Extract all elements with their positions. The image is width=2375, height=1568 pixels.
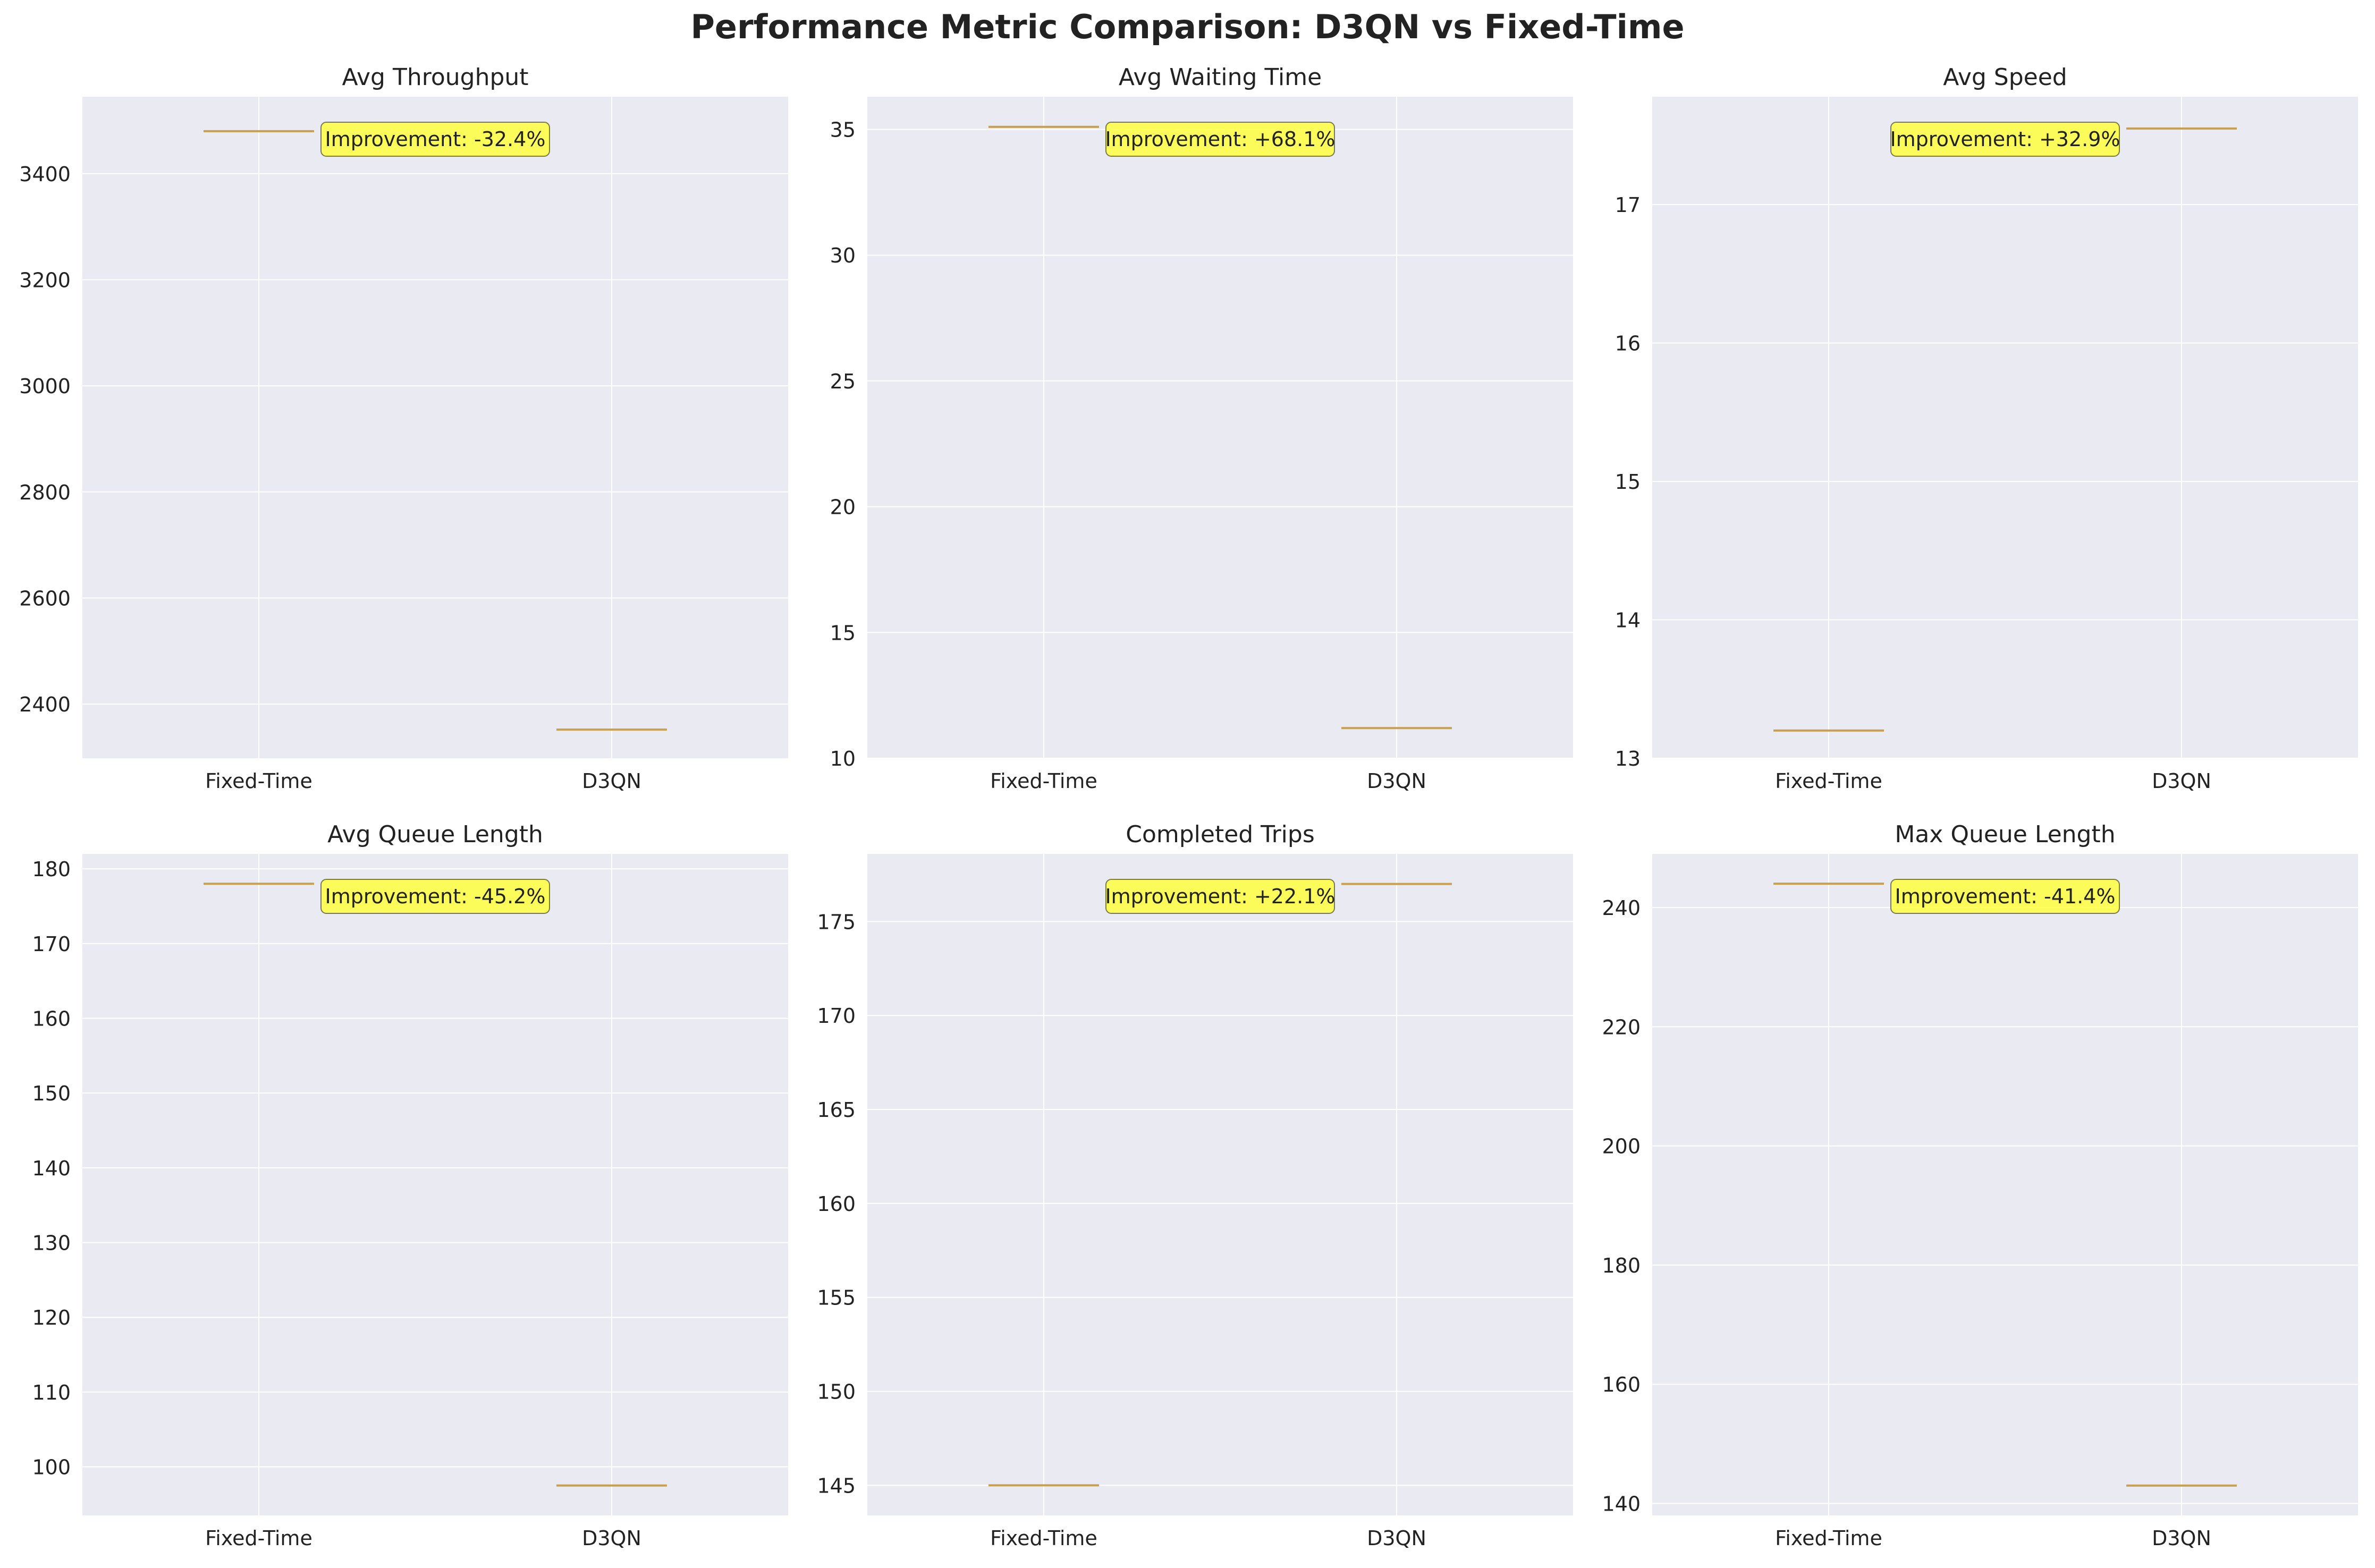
annotation-box	[1105, 879, 1335, 914]
y-tick-label: 160	[1602, 1373, 1641, 1396]
annotation-box	[1890, 122, 2120, 157]
figure-title: Performance Metric Comparison: D3QN vs F…	[690, 7, 1685, 46]
plot-area	[1652, 854, 2358, 1515]
y-tick-label: 30	[830, 244, 856, 267]
y-tick-label: 175	[817, 910, 856, 934]
y-tick-label: 3400	[19, 163, 71, 186]
improvement-annotation: Improvement: +22.1%	[1105, 885, 1335, 908]
x-tick-label: D3QN	[582, 1527, 641, 1550]
subplot-title: Avg Throughput	[342, 64, 528, 91]
subplot-title: Avg Waiting Time	[1119, 64, 1322, 91]
y-tick-label: 13	[1615, 747, 1641, 770]
y-tick-label: 145	[817, 1474, 856, 1497]
y-tick-label: 3000	[19, 375, 71, 398]
y-tick-label: 150	[817, 1380, 856, 1404]
x-tick-label: Fixed-Time	[205, 769, 312, 793]
y-tick-label: 20	[830, 496, 856, 519]
y-tick-label: 150	[32, 1082, 71, 1105]
y-tick-label: 140	[1602, 1493, 1641, 1516]
y-tick-label: 110	[32, 1381, 71, 1404]
improvement-annotation: Improvement: +32.9%	[1890, 128, 2120, 151]
y-tick-label: 25	[830, 370, 856, 393]
y-tick-label: 240	[1602, 896, 1641, 920]
improvement-annotation: Improvement: -32.4%	[325, 128, 546, 151]
improvement-annotation: Improvement: -41.4%	[1895, 885, 2116, 908]
y-tick-label: 160	[817, 1192, 856, 1216]
x-tick-label: Fixed-Time	[1775, 769, 1882, 793]
y-tick-label: 2600	[19, 587, 71, 610]
y-tick-label: 180	[32, 858, 71, 881]
subplot-title: Avg Speed	[1943, 64, 2067, 91]
subplot-6: 140 160 180 200 220 240 Fixed-Time D3QN Max Queu…	[1602, 821, 2358, 1550]
plot-area	[867, 854, 1573, 1515]
x-tick-label: D3QN	[2152, 769, 2211, 793]
x-tick-label: D3QN	[2152, 1527, 2211, 1550]
y-tick-label: 35	[830, 118, 856, 142]
subplot-title: Max Queue Length	[1895, 821, 2115, 848]
y-tick-label: 2400	[19, 693, 71, 716]
y-tick-label: 155	[817, 1286, 856, 1310]
subplot-4: 100 110 120 130 140 150 160 170 180 Fixed-Time D3Q…	[32, 821, 788, 1550]
annotation-box	[320, 879, 550, 914]
x-tick-label: D3QN	[1367, 1527, 1426, 1550]
y-tick-label: 14	[1615, 609, 1641, 632]
y-tick-label: 160	[32, 1007, 71, 1030]
improvement-annotation: Improvement: +68.1%	[1105, 128, 1335, 151]
x-tick-label: Fixed-Time	[990, 1527, 1097, 1550]
x-tick-label: Fixed-Time	[1775, 1527, 1882, 1550]
y-tick-label: 100	[32, 1456, 71, 1479]
subplot-1: 2400 2600 2800 3000 3200 3400 Fixed-Time D3QN Av…	[19, 64, 788, 793]
x-tick-label: D3QN	[1367, 769, 1426, 793]
y-tick-label: 15	[1615, 470, 1641, 494]
improvement-annotation: Improvement: -45.2%	[325, 885, 546, 908]
annotation-box	[320, 122, 550, 157]
plot-area	[82, 854, 788, 1515]
subplot-3: 13 14 15 16 17 Fixed-Time D3QN Avg Speed Improve…	[1615, 64, 2358, 793]
y-tick-label: 180	[1602, 1254, 1641, 1277]
y-tick-label: 170	[32, 933, 71, 956]
y-tick-label: 15	[830, 621, 856, 645]
subplot-2: 10 15 20 25 30 35 Fixed-Time D3QN Avg Waiting Ti…	[830, 64, 1573, 793]
y-tick-label: 200	[1602, 1135, 1641, 1158]
subplot-title: Avg Queue Length	[327, 821, 543, 848]
y-tick-label: 220	[1602, 1015, 1641, 1039]
y-tick-label: 140	[32, 1157, 71, 1180]
y-tick-label: 130	[32, 1232, 71, 1255]
x-tick-label: D3QN	[582, 769, 641, 793]
x-tick-label: Fixed-Time	[990, 769, 1097, 793]
y-tick-label: 120	[32, 1306, 71, 1329]
annotation-box	[1105, 122, 1335, 157]
y-tick-label: 170	[817, 1004, 856, 1028]
y-tick-label: 165	[817, 1098, 856, 1122]
subplot-title: Completed Trips	[1126, 821, 1315, 848]
y-tick-label: 10	[830, 747, 856, 770]
y-tick-label: 17	[1615, 193, 1641, 217]
y-tick-label: 16	[1615, 332, 1641, 355]
annotation-box	[1890, 879, 2120, 914]
y-tick-label: 3200	[19, 268, 71, 292]
y-tick-label: 2800	[19, 481, 71, 504]
subplot-5: 145 150 155 160 165 170 175 Fixed-Time D3QN Compl…	[817, 821, 1573, 1550]
plot-area	[82, 97, 788, 758]
x-tick-label: Fixed-Time	[205, 1527, 312, 1550]
plot-area	[1652, 97, 2358, 758]
plot-area	[867, 97, 1573, 758]
